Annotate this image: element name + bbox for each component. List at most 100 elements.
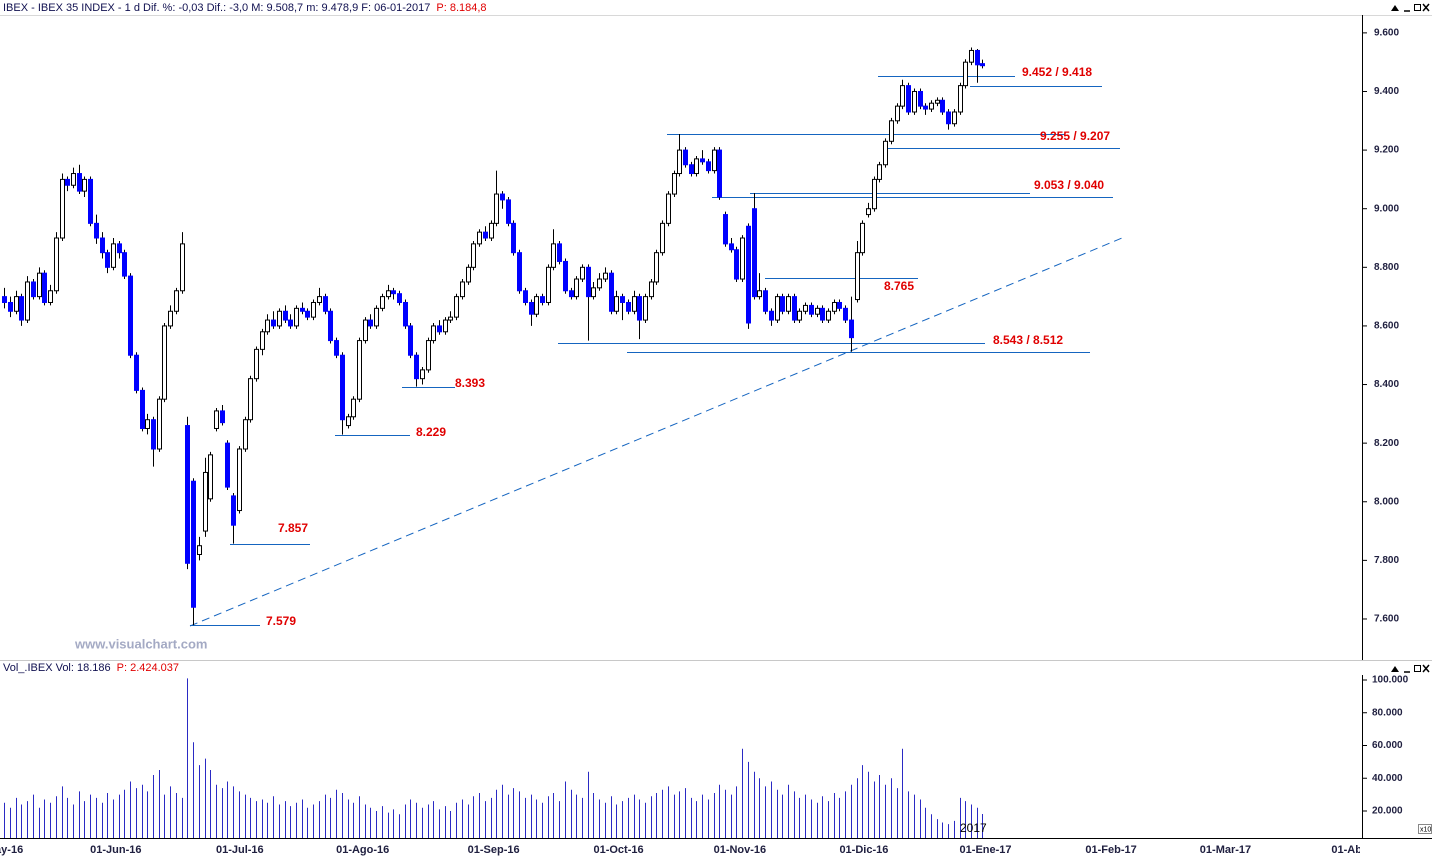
candle-body xyxy=(363,319,368,342)
volume-panel-buttons[interactable] xyxy=(1391,664,1430,673)
candle-body xyxy=(122,252,127,277)
candle-body xyxy=(843,307,848,321)
candle-body xyxy=(757,290,762,298)
candle-body xyxy=(277,310,282,327)
candle-body xyxy=(408,325,413,356)
candle-body xyxy=(237,448,242,512)
candle-body xyxy=(128,275,133,356)
candle-body xyxy=(180,243,185,292)
volume-price: P: 2.424.037 xyxy=(117,662,179,674)
candle-body xyxy=(706,161,711,172)
candle-body xyxy=(346,416,351,427)
candle-body xyxy=(712,149,717,172)
candle-body xyxy=(54,237,59,292)
candle-body xyxy=(105,252,110,268)
candle-body xyxy=(889,120,894,142)
x-axis-labels: 01-May-16 01-Jun-16 01-Jul-16 01-Ago-16 01-S… xyxy=(0,844,1360,856)
y-tick-label: 8.800 xyxy=(1374,262,1399,273)
candle-body xyxy=(872,178,877,210)
candle-body xyxy=(958,85,963,113)
candle-body xyxy=(740,237,745,280)
candle-body xyxy=(42,272,47,303)
button-close[interactable] xyxy=(1422,3,1430,12)
candle-body xyxy=(191,480,196,608)
candle-body xyxy=(82,178,87,192)
candle-body xyxy=(717,149,722,198)
candle-body xyxy=(317,296,322,303)
candle-body xyxy=(529,301,534,315)
candle-body xyxy=(815,307,820,315)
volume-y-tick-label: 100.000 xyxy=(1372,675,1409,686)
candle-body xyxy=(471,243,476,268)
candle-body xyxy=(632,296,637,312)
candle-body xyxy=(660,222,665,254)
candle-body xyxy=(397,293,402,303)
candle-body xyxy=(174,290,179,312)
y-tick-label: 8.200 xyxy=(1374,438,1399,449)
candle-body xyxy=(923,105,928,110)
candle-body xyxy=(723,214,728,245)
candle-body xyxy=(643,296,648,321)
button-max[interactable] xyxy=(1414,665,1421,672)
volume-y-tick-label: 20.000 xyxy=(1372,806,1403,817)
candle-body xyxy=(832,301,837,312)
candle-body xyxy=(752,208,757,298)
candle-body xyxy=(466,266,471,283)
candle-body xyxy=(380,296,385,309)
candle-body xyxy=(197,545,202,556)
button-up[interactable] xyxy=(1391,5,1399,11)
candle-body xyxy=(780,296,785,312)
candle-body xyxy=(145,419,150,429)
candle-body xyxy=(620,296,625,303)
button-close[interactable] xyxy=(1422,664,1430,673)
candle-body xyxy=(243,419,248,450)
x-tick-label: 01-Mar-17 xyxy=(1200,844,1251,856)
panel-buttons[interactable] xyxy=(1391,3,1430,12)
candle-body xyxy=(305,310,310,318)
candle-body xyxy=(403,301,408,327)
candle-body xyxy=(683,149,688,166)
candle-body xyxy=(231,495,236,526)
candle-body xyxy=(19,296,24,321)
candle-body xyxy=(940,99,945,113)
candle-body xyxy=(111,243,116,268)
button-max[interactable] xyxy=(1414,4,1421,11)
candle-body xyxy=(963,61,968,87)
candle-body xyxy=(677,149,682,175)
candle-body xyxy=(517,252,522,292)
candle-body xyxy=(586,266,591,298)
candle-body xyxy=(288,319,293,327)
candle-body xyxy=(48,290,53,303)
candle-body xyxy=(168,310,173,327)
candle-body xyxy=(443,319,448,333)
volume-multiplier: x10 xyxy=(1420,826,1431,833)
candle-body xyxy=(855,252,860,301)
candle-body xyxy=(877,164,882,180)
x-tick-label: 01-May-16 xyxy=(0,844,23,856)
candle-body xyxy=(94,222,99,239)
candle-body xyxy=(906,85,911,113)
header-price: P: 8.184,8 xyxy=(436,2,486,14)
candle-body xyxy=(140,389,145,429)
candle-body xyxy=(260,331,265,350)
candle-body xyxy=(37,272,42,298)
candle-body xyxy=(374,307,379,327)
button-up[interactable] xyxy=(1391,666,1399,672)
candle-body xyxy=(849,319,854,339)
y-tick-label: 8.000 xyxy=(1374,496,1399,507)
candle-body xyxy=(117,243,122,254)
candle-body xyxy=(460,281,465,298)
y-tick-label: 7.800 xyxy=(1374,555,1399,566)
candle-body xyxy=(431,325,436,342)
candle-body xyxy=(792,296,797,321)
candle-body xyxy=(837,301,842,309)
level-label: 7.579 xyxy=(266,614,296,628)
candle-body xyxy=(483,231,488,239)
candle-body xyxy=(323,296,328,312)
candle-body xyxy=(591,287,596,298)
candle-body xyxy=(597,278,602,289)
level-label: 9.053 / 9.040 xyxy=(1034,178,1104,192)
candle-body xyxy=(494,193,499,224)
candle-body xyxy=(626,301,631,312)
